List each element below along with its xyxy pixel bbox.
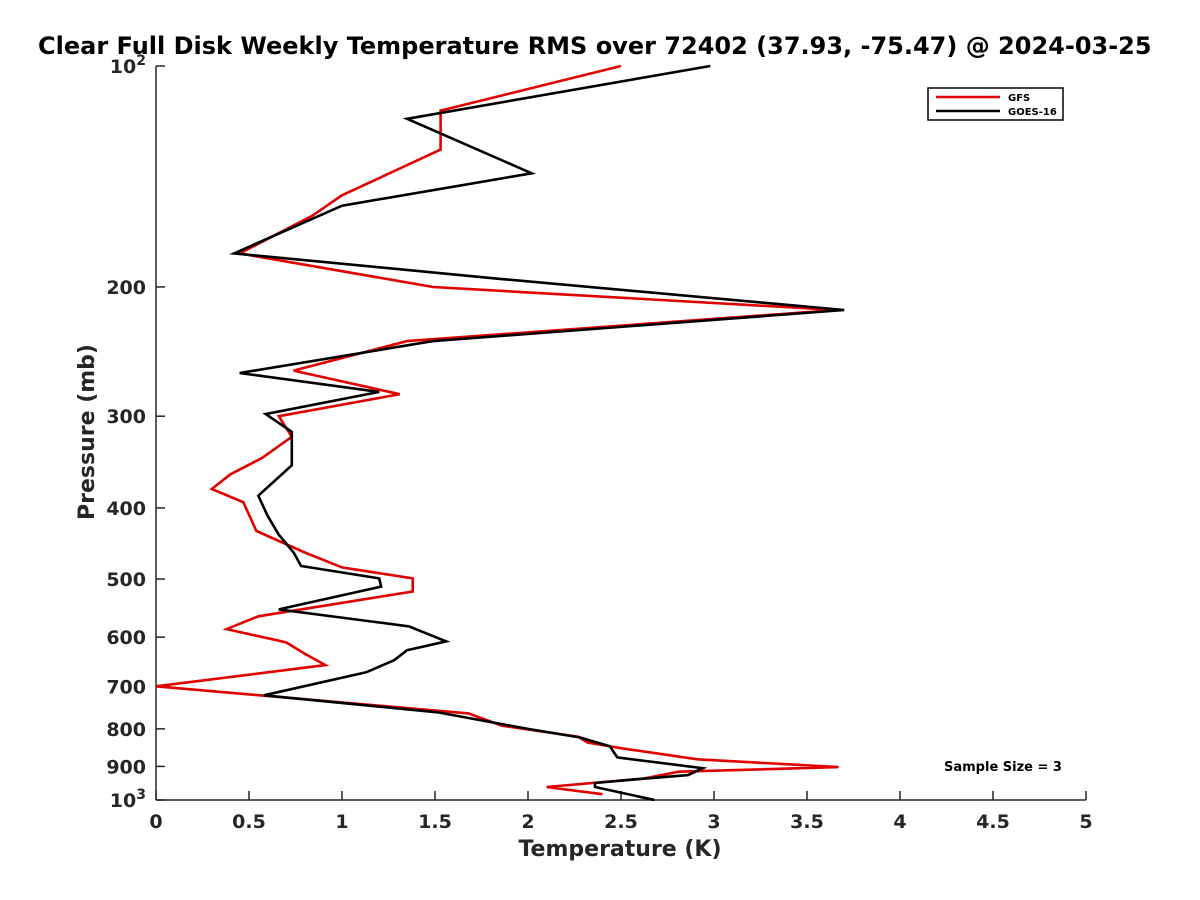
x-tick-label: 5: [1079, 811, 1092, 833]
y-tick-label: 102: [110, 53, 146, 78]
legend-box: [927, 87, 1064, 121]
y-tick-label: 400: [106, 498, 146, 520]
chart-title: Clear Full Disk Weekly Temperature RMS o…: [38, 32, 1152, 60]
x-tick-label: 4.5: [976, 811, 1010, 833]
x-tick-label: 0.5: [232, 811, 266, 833]
sample-size-annotation: Sample Size = 3: [944, 760, 1062, 775]
legend-label-gfs: GFS: [1008, 93, 1030, 104]
legend: GFS GOES-16: [927, 87, 1064, 121]
x-tick-label: 1.5: [418, 811, 452, 833]
y-tick-label: 300: [106, 406, 146, 428]
plot-area: 0 0.5 1 1.5 2 2.5 3 3.5 4 4.5 5 102 200 300 400 500 600 7…: [106, 53, 1092, 833]
y-tick-label: 700: [106, 676, 146, 698]
legend-label-goes-16: GOES-16: [1008, 107, 1057, 118]
x-tick-label: 1: [335, 811, 348, 833]
x-tick-label: 0: [149, 811, 162, 833]
y-tick-label: 103: [110, 787, 146, 812]
x-tick-label: 2: [521, 811, 534, 833]
y-tick-label: 800: [106, 719, 146, 741]
x-tick-label: 4: [893, 811, 906, 833]
y-axis-label: Pressure (mb): [75, 344, 100, 520]
x-tick-label: 2.5: [604, 811, 638, 833]
y-tick-label: 500: [106, 569, 146, 591]
x-tick-label: 3.5: [790, 811, 824, 833]
x-axis-label: Temperature (K): [518, 837, 721, 862]
series-line-goes-16: [229, 64, 845, 802]
y-tick-label: 600: [106, 627, 146, 649]
y-tick-label: 200: [106, 277, 146, 299]
y-tick-label: 900: [106, 756, 146, 778]
x-tick-label: 3: [707, 811, 720, 833]
series-line-gfs: [155, 64, 839, 796]
